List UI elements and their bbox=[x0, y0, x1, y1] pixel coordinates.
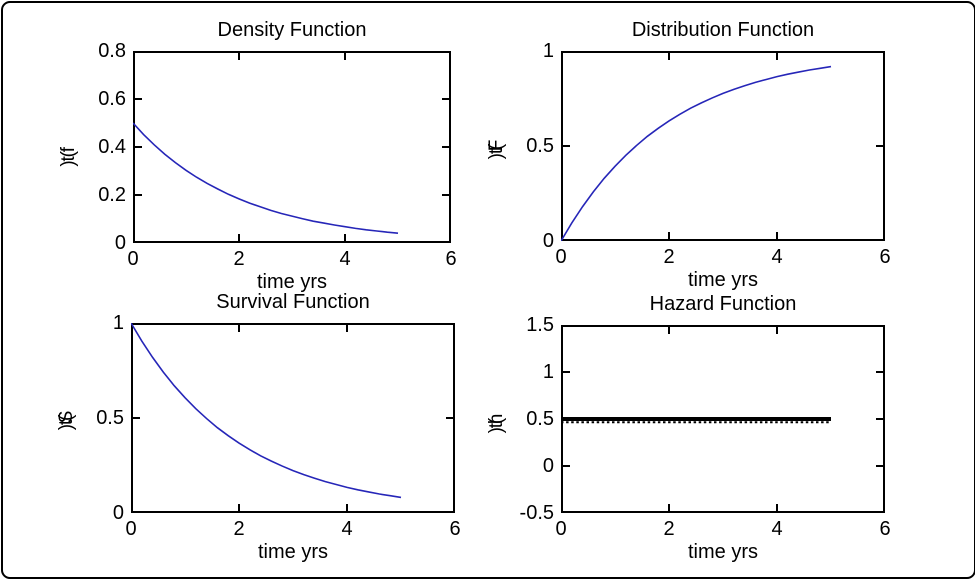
y-axis-label: F(t) bbox=[486, 141, 508, 151]
chart-title: Hazard Function bbox=[649, 293, 797, 315]
y-tick-label: 0.5 bbox=[96, 407, 124, 429]
x-tick-label: 4 bbox=[341, 518, 353, 540]
y-axis-label: S(t) bbox=[56, 413, 78, 423]
plot-canvas bbox=[561, 325, 885, 513]
y-tick-label: 0 bbox=[542, 455, 554, 477]
x-tick-label: 2 bbox=[233, 518, 245, 540]
x-tick-label: 4 bbox=[771, 518, 783, 540]
y-tick-label: 0.5 bbox=[526, 408, 554, 430]
x-tick-label: 2 bbox=[663, 518, 675, 540]
y-tick-label: 0.6 bbox=[98, 88, 126, 110]
y-tick-label: 1 bbox=[542, 361, 554, 383]
x-tick-label: 0 bbox=[127, 248, 139, 270]
x-tick-label: 0 bbox=[555, 518, 567, 540]
y-tick-label: 1 bbox=[112, 312, 124, 334]
x-tick-label: 6 bbox=[445, 248, 457, 270]
y-tick-label: 0.8 bbox=[98, 40, 126, 62]
x-tick-label: 2 bbox=[663, 246, 675, 268]
y-tick-label: 0.5 bbox=[526, 135, 554, 157]
subplot-distribution-function: Distribution Function F(t) time yrs 0246… bbox=[526, 19, 890, 291]
axes-box bbox=[133, 51, 451, 243]
y-tick-label: 0 bbox=[114, 232, 126, 254]
y-tick-label: 0.2 bbox=[98, 184, 126, 206]
y-tick-label: 0.4 bbox=[98, 136, 126, 158]
x-tick-label: 0 bbox=[555, 246, 567, 268]
x-tick-label: 6 bbox=[879, 246, 891, 268]
x-axis-label: time yrs bbox=[257, 271, 327, 293]
x-axis-label: time yrs bbox=[258, 541, 328, 563]
plot-canvas bbox=[133, 51, 451, 243]
y-tick-label: 1 bbox=[542, 40, 554, 62]
y-tick-label: 0 bbox=[112, 502, 124, 524]
axes-box bbox=[131, 323, 455, 513]
chart-title: Survival Function bbox=[216, 291, 370, 313]
series-line bbox=[133, 122, 399, 234]
chart-title: Distribution Function bbox=[631, 19, 815, 41]
axes-box bbox=[561, 51, 885, 241]
x-tick-label: 4 bbox=[339, 248, 351, 270]
plot-canvas bbox=[131, 323, 455, 513]
x-tick-label: 6 bbox=[449, 518, 461, 540]
series-line bbox=[131, 323, 402, 499]
x-axis-label: time yrs bbox=[688, 269, 758, 291]
x-tick-label: 2 bbox=[233, 248, 245, 270]
x-tick-label: 0 bbox=[125, 518, 137, 540]
y-tick-label: -0.5 bbox=[519, 502, 554, 524]
y-axis-label: f(t) bbox=[58, 142, 80, 152]
y-tick-label: 1.5 bbox=[526, 314, 554, 336]
plot-canvas bbox=[561, 51, 885, 241]
y-tick-label: 0 bbox=[542, 230, 554, 252]
series-line bbox=[561, 65, 832, 241]
x-axis-label: time yrs bbox=[688, 541, 758, 563]
x-tick-label: 4 bbox=[771, 246, 783, 268]
x-tick-label: 6 bbox=[879, 518, 891, 540]
y-axis-label: h(t) bbox=[486, 414, 508, 424]
chart-title: Density Function bbox=[217, 19, 367, 41]
